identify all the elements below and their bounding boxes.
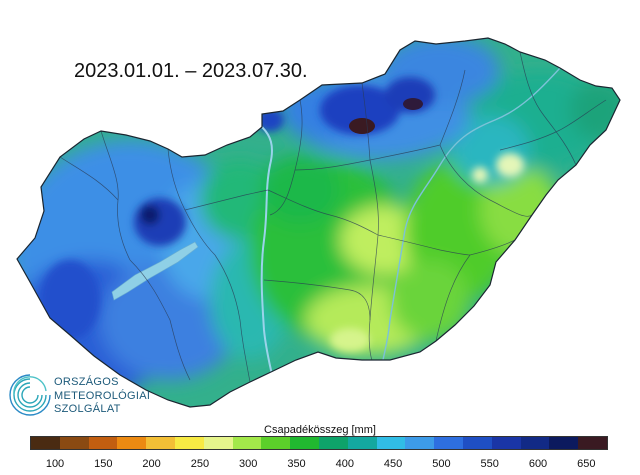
max-core-matra <box>403 98 423 110</box>
legend-swatch <box>88 437 118 449</box>
legend-swatch <box>174 437 204 449</box>
legend-swatch <box>117 437 147 449</box>
danube-river <box>260 126 273 376</box>
tisza-river <box>382 67 561 361</box>
legend-swatch <box>232 437 262 449</box>
legend-tick-label: 600 <box>528 458 548 470</box>
legend-tick-label: 450 <box>383 458 403 470</box>
legend-tick-label: 500 <box>432 458 451 470</box>
legend-swatch <box>203 437 233 449</box>
legend-swatch <box>578 437 607 449</box>
legend-swatch <box>462 437 492 449</box>
logo-line-3: SZOLGÁLAT <box>54 403 121 415</box>
legend-swatch <box>318 437 348 449</box>
legend-swatch <box>405 437 435 449</box>
legend-tick-label: 300 <box>239 458 258 470</box>
legend-tick-label: 550 <box>480 458 499 470</box>
omsz-logo-text: ORSZÁGOS METEOROLÓGIAI SZOLGÁLAT <box>54 376 150 417</box>
legend-tick-label: 200 <box>142 458 161 470</box>
legend-ticks: 100 150 200 250 300 350 400 450 500 550 600 650 <box>0 458 640 472</box>
logo-line-1: ORSZÁGOS <box>54 376 119 388</box>
period-title: 2023.01.01. – 2023.07.30. <box>74 60 308 82</box>
legend-swatch <box>491 437 521 449</box>
legend-title: Csapadékösszeg [mm] <box>264 424 376 436</box>
legend-swatch <box>146 437 175 449</box>
legend-swatch <box>520 437 550 449</box>
legend-tick-label: 400 <box>335 458 354 470</box>
legend-swatch <box>59 437 89 449</box>
legend-tick-label: 100 <box>45 458 65 470</box>
omsz-logo-icon <box>9 374 51 416</box>
legend-swatch <box>434 437 463 449</box>
legend-tick-label: 350 <box>287 458 306 470</box>
max-core-bukk <box>349 118 375 134</box>
logo-line-2: METEOROLÓGIAI <box>54 389 151 402</box>
legend-swatch <box>549 437 579 449</box>
legend-swatch <box>261 437 291 449</box>
legend-tick-label: 250 <box>190 458 210 470</box>
legend-swatch <box>31 437 60 449</box>
legend-swatch <box>376 437 406 449</box>
lake-balaton <box>111 241 199 301</box>
legend-swatch <box>347 437 377 449</box>
legend-tick-label: 650 <box>577 458 596 470</box>
legend-tick-label: 150 <box>94 458 113 470</box>
legend-swatch <box>290 437 319 449</box>
county-borders <box>59 51 607 383</box>
legend-colorbar <box>30 436 608 450</box>
